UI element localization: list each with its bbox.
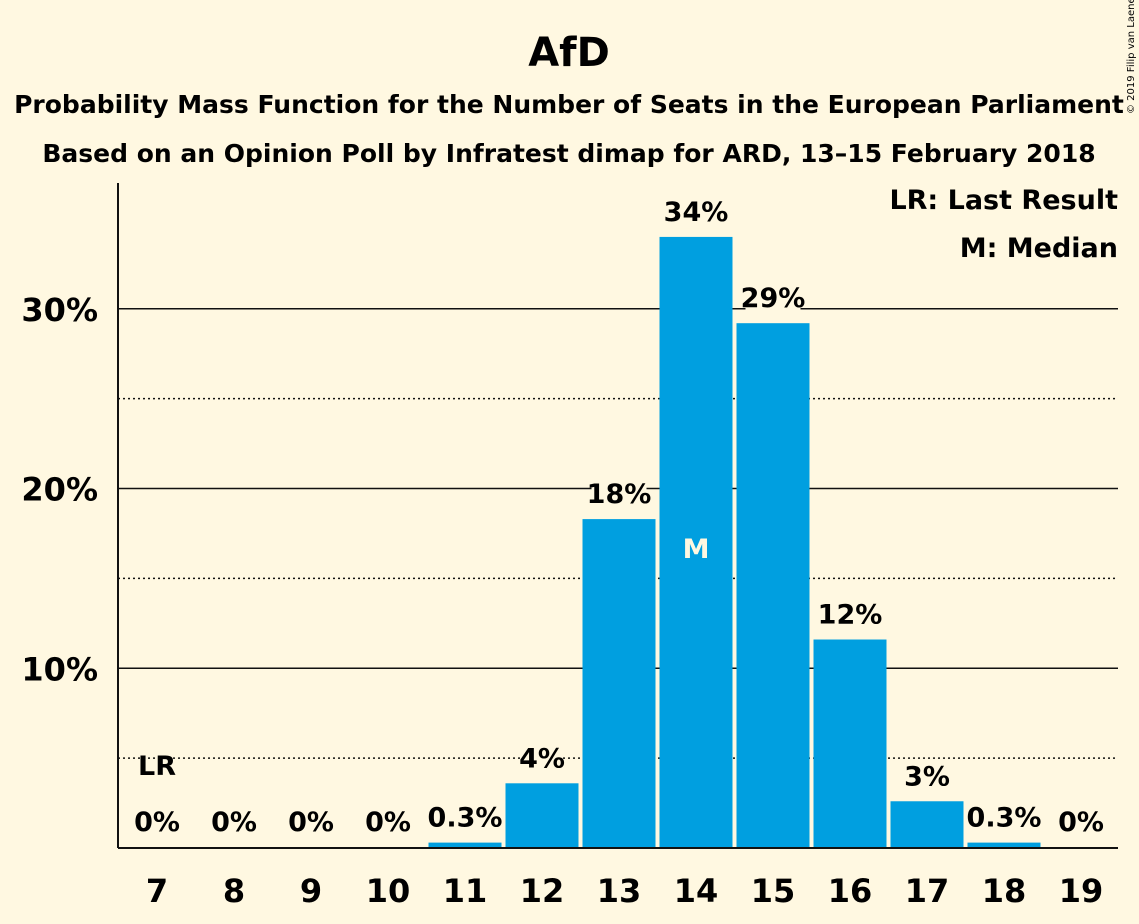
data-label-bg [291,805,331,839]
last-result-marker: LR [138,751,176,782]
x-tick-label-11: 11 [443,872,488,910]
x-tick-label-14: 14 [674,872,719,910]
data-label-16: 12% [818,600,883,631]
gridlines: 10% 20% 30% [21,291,1118,759]
markers: M LR [138,534,709,782]
x-tick-label-19: 19 [1059,872,1104,910]
x-tick-label-7: 7 [146,872,168,910]
data-label-11: 0.3% [428,803,503,834]
data-label-bg [1061,805,1101,839]
legend-last-result: LR: Last Result [889,185,1118,216]
data-label-bg [591,477,647,512]
data-label-bg [430,800,500,835]
x-tick-label-9: 9 [300,872,322,910]
data-label-9: 0% [288,807,334,838]
data-label-bg [522,741,562,776]
data-label-19: 0% [1058,807,1104,838]
data-label-bg [668,194,724,229]
bar-15 [736,323,810,848]
chart-subtitle-1: Probability Mass Function for the Number… [14,90,1124,119]
x-tick-label-10: 10 [366,872,411,910]
y-tick-label: 30% [21,291,98,329]
data-label-12: 4% [519,743,565,774]
bar-14 [659,236,733,848]
data-label-bg [907,759,947,794]
data-label-15: 29% [741,283,806,314]
bar-12 [505,783,579,848]
y-tick-label: 10% [21,650,98,688]
data-label-14: 34% [664,197,729,228]
x-tick-label-13: 13 [597,872,642,910]
x-tick-label-17: 17 [905,872,950,910]
axes [117,183,1118,849]
legend-median: M: Median [960,233,1118,264]
bar-18 [967,842,1041,848]
data-label-bg [214,805,254,839]
bar-11 [428,842,502,848]
y-tick-label: 20% [21,471,98,509]
bars [428,236,1041,848]
data-label-7: 0% [134,807,180,838]
data-labels: 0% 7 0% 8 0% 9 0% 10 0.3% 11 4% 12 18% 13 34% 14 29% 15 12… [134,194,1104,910]
data-label-8: 0% [211,807,257,838]
bar-17 [890,801,964,848]
chart-subtitle-2: Based on an Opinion Poll by Infratest di… [42,139,1095,168]
data-label-bg [745,281,801,316]
data-label-18: 0.3% [967,803,1042,834]
x-tick-label-8: 8 [223,872,245,910]
bar-16 [813,639,887,848]
median-marker: M [683,534,710,565]
chart-title: AfD [528,30,610,76]
x-tick-label-15: 15 [751,872,796,910]
x-tick-label-16: 16 [828,872,873,910]
copyright-credit: © 2019 Filip van Laenen [1126,0,1137,114]
x-tick-label-18: 18 [982,872,1027,910]
data-label-13: 18% [587,479,652,510]
data-label-10: 0% [365,807,411,838]
data-label-bg [969,800,1039,835]
data-label-17: 3% [904,761,950,792]
x-tick-label-12: 12 [520,872,565,910]
data-label-bg [137,805,177,839]
bar-13 [582,519,656,848]
data-label-bg [822,597,878,632]
data-label-bg [368,805,408,839]
